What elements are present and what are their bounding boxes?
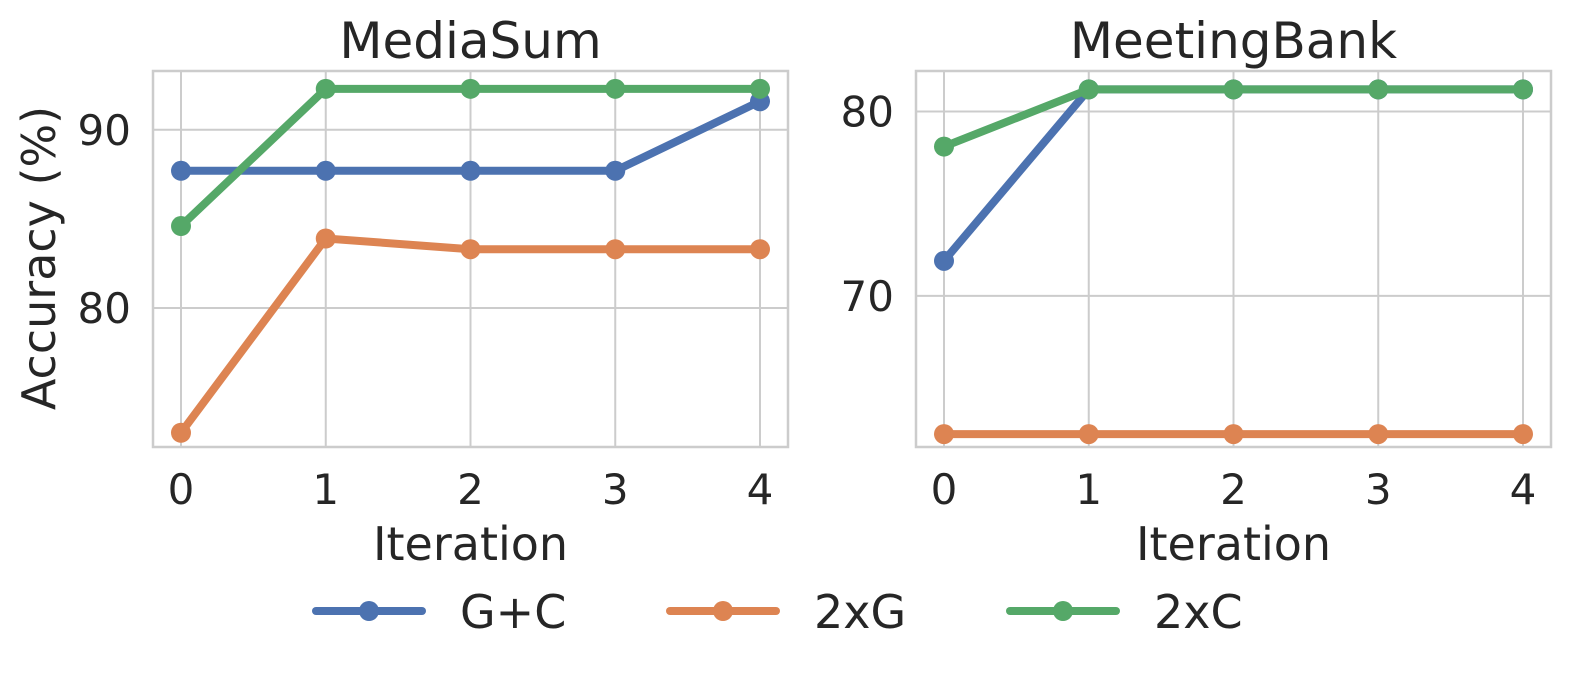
data-point-2xC [460,78,481,99]
data-point-2xG [1368,424,1389,445]
y-tick-label: 80 [78,284,131,333]
data-point-G+C [460,160,481,181]
legend-item-G+C: G+C [312,585,566,639]
y-tick-label: 70 [841,272,894,321]
legend: G+C 2xG 2xC [312,585,1243,639]
x-tick-label: 3 [602,465,629,514]
x-tick-label: 1 [1075,465,1102,514]
data-point-G+C [171,160,191,181]
data-point-G+C [605,160,626,181]
data-point-2xG [934,424,954,445]
data-point-G+C [315,160,336,181]
chart-title: MediaSum [339,12,601,70]
legend-swatch-marker [359,601,379,621]
data-point-2xC [1513,79,1533,100]
data-point-2xG [1078,424,1099,445]
x-tick-label: 2 [457,465,484,514]
data-point-G+C [934,250,954,271]
x-tick-label: 1 [312,465,339,514]
legend-item-2xG: 2xG [666,585,906,639]
x-tick-label: 2 [1220,465,1247,514]
legend-label: 2xC [1154,585,1243,639]
data-point-2xC [1368,79,1389,100]
mediasum-panel: 0 1 2 3 4 80 90 MediaSum Iteration [78,12,790,571]
x-tick-label: 0 [931,465,958,514]
chart-title: MeetingBank [1070,12,1397,70]
x-tick-label: 0 [168,465,195,514]
data-point-2xC [1223,79,1244,100]
data-point-2xC [934,136,954,157]
plot-frame [914,69,1553,449]
data-point-2xG [750,239,770,260]
data-point-2xC [1078,79,1099,100]
data-point-2xG [605,239,626,260]
x-tick-label: 4 [747,465,774,514]
meetingbank-panel: 0 1 2 3 4 70 80 MeetingBank Iteration [841,12,1553,571]
legend-item-2xC: 2xC [1006,585,1243,639]
y-tick-label: 90 [78,106,131,155]
data-point-2xG [171,422,191,443]
x-tick-label: 3 [1365,465,1392,514]
data-point-2xC [315,78,336,99]
x-axis-label: Iteration [373,517,568,571]
data-point-2xG [1223,424,1244,445]
legend-swatch-marker [713,601,733,621]
data-point-2xG [1513,424,1533,445]
data-point-2xC [171,216,191,237]
plot-frame [151,69,790,449]
data-point-2xG [460,239,481,260]
data-point-2xG [315,228,336,249]
legend-label: 2xG [814,585,906,639]
data-point-2xC [750,78,770,99]
x-tick-label: 4 [1510,465,1537,514]
y-axis-label: Accuracy (%) [12,106,66,410]
data-point-2xC [605,78,626,99]
y-tick-label: 80 [841,88,894,137]
x-axis-label: Iteration [1136,517,1331,571]
legend-label: G+C [460,585,566,639]
legend-swatch-marker [1053,601,1073,621]
